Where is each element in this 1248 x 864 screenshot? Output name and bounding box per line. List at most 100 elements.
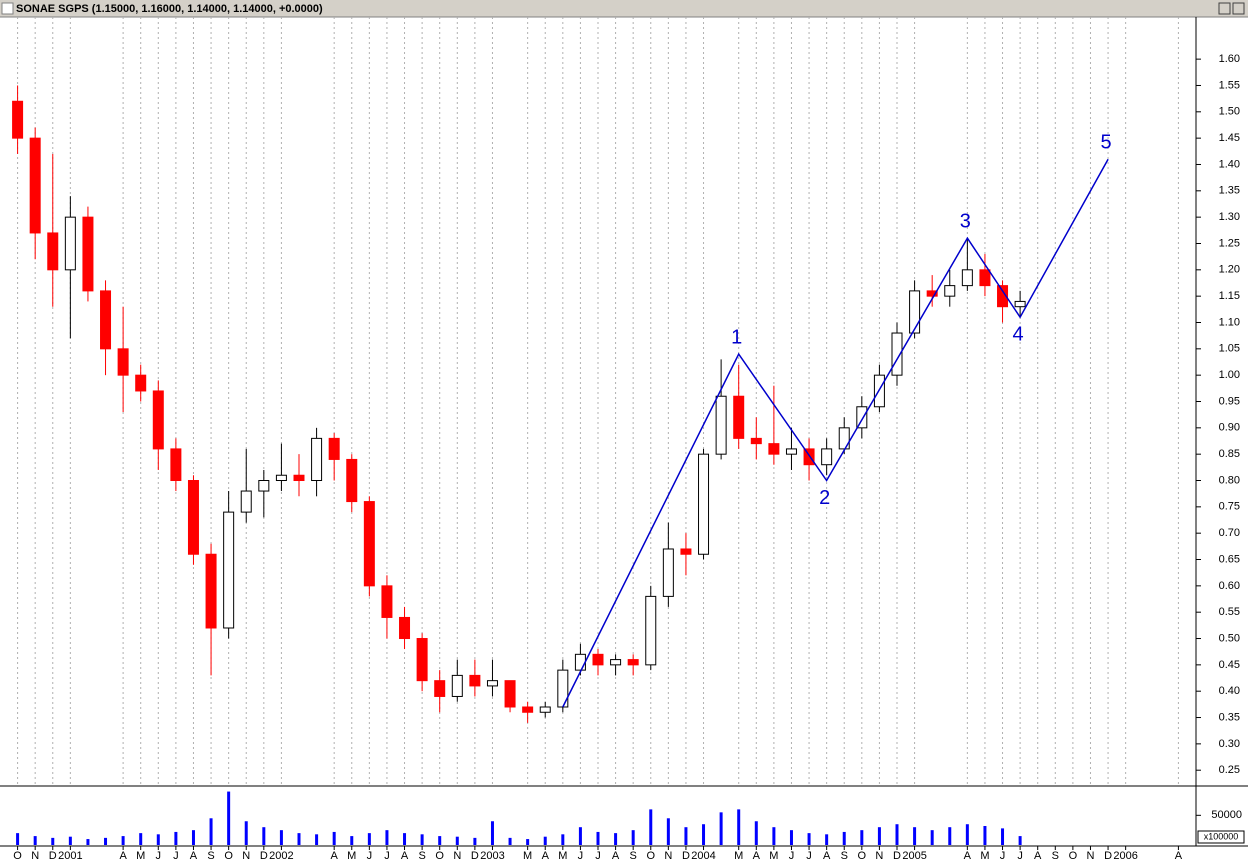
candle-body <box>434 680 446 697</box>
candle-body <box>486 680 498 687</box>
volume-bar <box>578 827 582 845</box>
x-tick-label: J <box>384 850 390 862</box>
volume-tick-label: 50000 <box>1211 809 1242 821</box>
volume-bar <box>807 833 811 845</box>
x-tick-label: M <box>136 850 145 862</box>
candle-body <box>662 548 674 597</box>
x-tick-label: N <box>664 850 672 862</box>
volume-bar <box>666 818 670 845</box>
volume-bar <box>403 833 407 845</box>
candle-body <box>821 448 833 466</box>
candle-body <box>504 680 516 708</box>
x-tick-label: A <box>964 850 972 862</box>
y-tick-label: 1.10 <box>1219 316 1240 328</box>
x-tick-label: M <box>734 850 743 862</box>
x-tick-label: S <box>630 850 637 862</box>
volume-bar <box>508 837 512 845</box>
y-tick-label: 1.35 <box>1219 185 1240 197</box>
volume-bar <box>315 834 319 845</box>
candle-body <box>715 395 727 455</box>
x-tick-label: A <box>753 850 761 862</box>
volume-bar <box>614 833 618 845</box>
volume-bar <box>350 836 354 845</box>
volume-bar <box>895 824 899 845</box>
volume-bar <box>139 833 143 845</box>
y-tick-label: 0.40 <box>1219 685 1240 697</box>
candle-body <box>768 443 780 455</box>
candle-body <box>856 406 868 429</box>
candle-body <box>909 290 921 334</box>
x-tick-label: N <box>31 850 39 862</box>
candle-body <box>12 100 24 139</box>
candle-body <box>117 348 129 376</box>
x-tick-label: A <box>401 850 409 862</box>
y-tick-label: 0.70 <box>1219 527 1240 539</box>
candle-body <box>979 269 991 287</box>
x-tick-label: O <box>224 850 233 862</box>
candle-body <box>47 232 59 271</box>
candle-body <box>399 616 411 640</box>
volume-bar <box>842 831 846 845</box>
x-tick-label: A <box>823 850 831 862</box>
x-tick-label: J <box>173 850 179 862</box>
x-tick-label: O <box>435 850 444 862</box>
candle-body <box>346 458 358 503</box>
x-tick-label: N <box>1086 850 1094 862</box>
candle-body <box>680 548 692 555</box>
y-tick-label: 1.55 <box>1219 79 1240 91</box>
volume-bar <box>86 839 90 845</box>
candle-body <box>522 706 534 713</box>
x-tick-label: J <box>1017 850 1023 862</box>
volume-bar <box>754 821 758 845</box>
volume-bar <box>33 836 37 845</box>
candle-body <box>961 269 973 287</box>
volume-bar <box>385 830 389 845</box>
x-tick-label: D <box>682 850 690 862</box>
title-bar <box>0 0 1248 17</box>
candle-body <box>698 453 710 555</box>
y-tick-label: 1.45 <box>1219 132 1240 144</box>
x-tick-label: 2001 <box>58 850 82 862</box>
volume-bar <box>174 831 178 845</box>
close-button[interactable] <box>1232 2 1245 15</box>
volume-bar <box>825 834 829 845</box>
y-tick-label: 0.90 <box>1219 422 1240 434</box>
volume-bar <box>68 836 72 845</box>
y-tick-label: 1.30 <box>1219 211 1240 223</box>
candle-body <box>29 137 41 234</box>
candle-body <box>838 427 850 450</box>
y-tick-label: 1.60 <box>1219 53 1240 65</box>
x-tick-label: O <box>13 850 22 862</box>
x-tick-label: J <box>156 850 162 862</box>
y-tick-label: 0.95 <box>1219 395 1240 407</box>
y-tick-label: 0.30 <box>1219 738 1240 750</box>
y-tick-label: 0.55 <box>1219 606 1240 618</box>
volume-bar <box>490 821 494 845</box>
x-tick-label: J <box>578 850 584 862</box>
candle-body <box>926 290 938 297</box>
y-tick-label: 1.25 <box>1219 237 1240 249</box>
volume-bar <box>367 833 371 845</box>
volume-unit-box <box>1197 830 1245 844</box>
x-tick-label: A <box>1034 850 1042 862</box>
window-icon <box>1 2 14 15</box>
volume-bar <box>420 834 424 845</box>
y-tick-label: 1.20 <box>1219 264 1240 276</box>
y-tick-label: 0.80 <box>1219 474 1240 486</box>
restore-button[interactable] <box>1218 2 1231 15</box>
candle-body <box>891 332 903 376</box>
volume-bar <box>948 827 952 845</box>
x-tick-label: M <box>980 850 989 862</box>
volume-bar <box>684 827 688 845</box>
volume-bar <box>244 821 248 845</box>
candle-body <box>100 290 112 350</box>
candle-body <box>170 448 182 482</box>
candle-body <box>223 511 235 629</box>
y-tick-label: 1.05 <box>1219 343 1240 355</box>
x-tick-label: D <box>1104 850 1112 862</box>
wave-label: 4 <box>1013 324 1024 346</box>
volume-bar <box>156 834 160 845</box>
